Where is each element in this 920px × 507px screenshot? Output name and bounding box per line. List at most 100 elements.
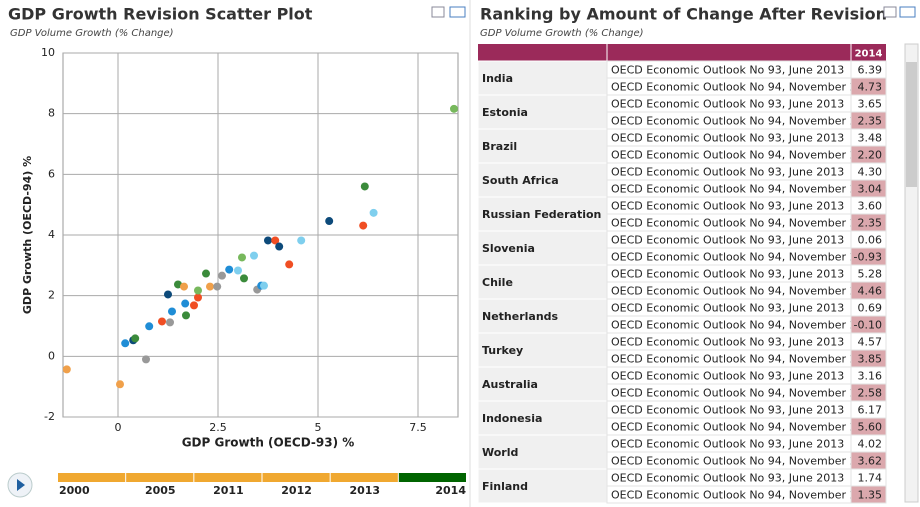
- timeline-label[interactable]: 2014: [435, 484, 466, 497]
- edition-label: OECD Economic Outlook No 93, June 2013: [611, 64, 844, 77]
- country-name: Netherlands: [482, 310, 559, 323]
- country-name: Finland: [482, 480, 528, 493]
- timeline-segment[interactable]: [330, 473, 398, 482]
- value-label: 5.60: [858, 421, 883, 434]
- x-axis-label: GDP Growth (OECD-93) %: [182, 436, 355, 450]
- point: [116, 380, 124, 389]
- point: [264, 236, 272, 245]
- maximize-icon[interactable]: [899, 6, 916, 18]
- point: [450, 104, 458, 113]
- country-name: Brazil: [482, 140, 517, 153]
- point: [297, 236, 306, 245]
- value-label: 5.28: [858, 268, 883, 281]
- point: [168, 307, 176, 316]
- scrollbar-thumb[interactable]: [906, 62, 917, 187]
- y-tick-label: 4: [48, 228, 55, 241]
- point: [260, 281, 268, 290]
- timeline-label[interactable]: 2000: [59, 484, 90, 497]
- edition-label: OECD Economic Outlook No 94, November 20…: [611, 455, 878, 468]
- ranking-title: Ranking by Amount of Change After Revisi…: [480, 5, 887, 24]
- point: [202, 269, 210, 278]
- point: [218, 271, 226, 280]
- country-name: Estonia: [482, 106, 528, 119]
- value-label: 1.74: [858, 472, 883, 485]
- country-name: Slovenia: [482, 242, 535, 255]
- timeline-label[interactable]: 2011: [213, 484, 244, 497]
- timeline-segment[interactable]: [194, 473, 262, 482]
- edition-label: OECD Economic Outlook No 93, June 2013: [611, 268, 844, 281]
- value-label: 2.35: [858, 217, 883, 230]
- maximize-icon[interactable]: [449, 6, 466, 18]
- value-label: 3.65: [858, 98, 883, 111]
- y-tick-label: 8: [48, 107, 55, 120]
- value-label: 3.62: [858, 455, 883, 468]
- edition-label: OECD Economic Outlook No 94, November 20…: [611, 115, 878, 128]
- x-tick-label: 2.5: [209, 421, 227, 434]
- point: [180, 282, 188, 291]
- value-label: -0.10: [854, 319, 882, 332]
- value-label: 4.02: [858, 438, 883, 451]
- point: [145, 322, 154, 331]
- country-cell: [477, 128, 608, 164]
- point: [369, 208, 378, 217]
- point: [131, 334, 140, 343]
- timeline-label[interactable]: 2005: [145, 484, 176, 497]
- point: [285, 260, 294, 269]
- ranking-subtitle: GDP Volume Growth (% Change): [480, 28, 644, 39]
- edition-label: OECD Economic Outlook No 94, November 20…: [611, 387, 878, 400]
- country-name: India: [482, 72, 513, 85]
- value-label: 0.06: [858, 234, 883, 247]
- point: [121, 339, 130, 348]
- point: [240, 274, 248, 283]
- point: [194, 293, 202, 302]
- timeline-segment[interactable]: [58, 473, 126, 482]
- edition-label: OECD Economic Outlook No 93, June 2013: [611, 132, 844, 145]
- point: [206, 282, 214, 291]
- timeline-segment[interactable]: [262, 473, 330, 482]
- value-label: 3.60: [858, 200, 883, 213]
- value-label: 3.48: [858, 132, 883, 145]
- value-label: 2.35: [858, 115, 883, 128]
- x-tick-label: 0: [115, 421, 122, 434]
- value-label: 6.39: [858, 64, 883, 77]
- menu-icon[interactable]: [431, 6, 445, 18]
- country-cell: [477, 264, 608, 300]
- country-name: Turkey: [482, 344, 523, 357]
- point: [359, 221, 368, 230]
- value-label: 2.20: [858, 149, 883, 162]
- value-label: -0.93: [854, 251, 882, 264]
- edition-label: OECD Economic Outlook No 93, June 2013: [611, 370, 844, 383]
- country-name: Chile: [482, 276, 513, 289]
- edition-label: OECD Economic Outlook No 93, June 2013: [611, 472, 844, 485]
- timeline-segment[interactable]: [126, 473, 194, 482]
- value-label: 4.57: [858, 336, 883, 349]
- table-header: [478, 44, 886, 61]
- point: [166, 318, 174, 327]
- y-tick-label: 2: [48, 289, 55, 302]
- edition-label: OECD Economic Outlook No 93, June 2013: [611, 200, 844, 213]
- y-axis-label: GDP Growth (OECD-94) %: [21, 156, 34, 314]
- point: [234, 266, 242, 275]
- point: [360, 182, 369, 191]
- edition-label: OECD Economic Outlook No 94, November 20…: [611, 81, 878, 94]
- edition-label: OECD Economic Outlook No 93, June 2013: [611, 98, 844, 111]
- value-label: 3.16: [858, 370, 883, 383]
- timeline-segment[interactable]: [398, 473, 466, 482]
- value-label: 3.85: [858, 353, 883, 366]
- menu-icon[interactable]: [883, 6, 897, 18]
- edition-label: OECD Economic Outlook No 94, November 20…: [611, 251, 878, 264]
- edition-label: OECD Economic Outlook No 93, June 2013: [611, 166, 844, 179]
- column-header: 2014: [855, 49, 883, 60]
- point: [325, 217, 334, 226]
- y-tick-label: 10: [41, 46, 55, 59]
- value-label: 6.17: [858, 404, 883, 417]
- country-cell: [477, 468, 608, 504]
- point: [275, 242, 284, 251]
- point: [194, 286, 202, 295]
- edition-label: OECD Economic Outlook No 94, November 20…: [611, 489, 878, 502]
- value-label: 0.69: [858, 302, 883, 315]
- country-name: Australia: [482, 378, 538, 391]
- timeline-label[interactable]: 2012: [281, 484, 312, 497]
- value-label: 2.58: [858, 387, 883, 400]
- timeline-label[interactable]: 2013: [349, 484, 380, 497]
